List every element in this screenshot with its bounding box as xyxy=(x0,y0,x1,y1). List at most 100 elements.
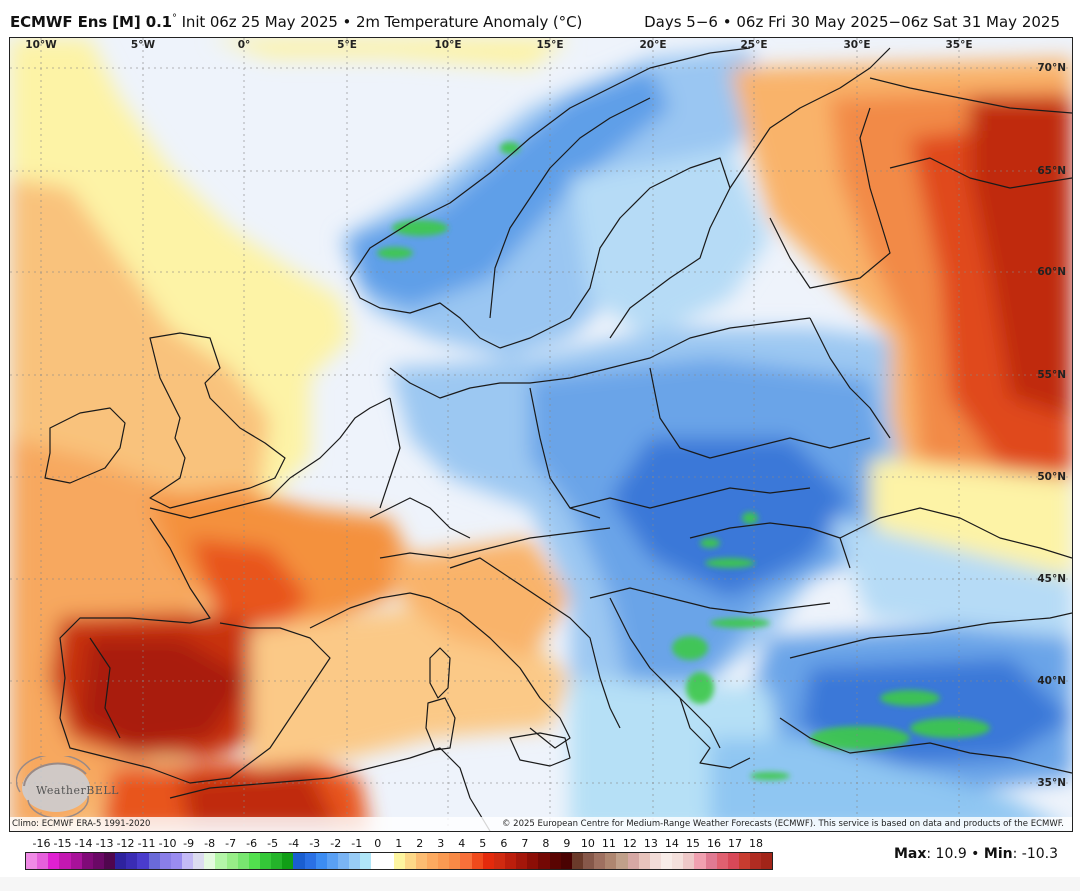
lat-label-50n: 50°N xyxy=(1037,471,1066,483)
colorbar-swatch xyxy=(170,853,182,869)
colorbar-swatch xyxy=(605,853,617,869)
colorbar xyxy=(25,852,773,870)
colorbar-swatch xyxy=(482,853,494,869)
colorbar-swatch xyxy=(382,853,394,869)
colorbar-tick-label: 10 xyxy=(580,837,595,850)
colorbar-tick-label: 2 xyxy=(416,837,424,850)
colorbar-tick-label: -7 xyxy=(225,837,237,850)
colorbar-tick-label: -6 xyxy=(246,837,258,850)
max-value: : 10.9 xyxy=(926,846,967,862)
colorbar-swatch xyxy=(349,853,361,869)
colorbar-tick-label: -10 xyxy=(158,837,177,850)
lon-label-10w: 10°W xyxy=(25,39,57,51)
ecmwf-copyright: © 2025 European Centre for Medium-Range … xyxy=(501,819,1064,829)
weatherbell-logo: WeatherBELL xyxy=(16,756,136,818)
colorbar-swatch xyxy=(293,853,305,869)
colorbar-tick-label: -2 xyxy=(330,837,342,850)
colorbar-tick-label: 6 xyxy=(500,837,508,850)
colorbar-tick-label: 17 xyxy=(727,837,742,850)
colorbar-tick-label: -13 xyxy=(95,837,114,850)
colorbar-swatch xyxy=(716,853,728,869)
colorbar-swatch xyxy=(549,853,561,869)
colorbar-swatch xyxy=(215,853,227,869)
colorbar-tick-label: 18 xyxy=(748,837,763,850)
colorbar-tick-label: 15 xyxy=(685,837,700,850)
colorbar-swatch xyxy=(739,853,751,869)
colorbar-swatch xyxy=(393,853,405,869)
colorbar-swatch xyxy=(438,853,450,869)
graticule xyxy=(10,38,1072,831)
lat-label-35n: 35°N xyxy=(1037,777,1066,789)
colorbar-swatch xyxy=(326,853,338,869)
colorbar-swatch xyxy=(70,853,82,869)
colorbar-tick-label: 8 xyxy=(542,837,550,850)
colorbar-tick-label: 12 xyxy=(622,837,637,850)
colorbar-tick-label: -1 xyxy=(351,837,363,850)
colorbar-swatch xyxy=(159,853,171,869)
colorbar-tick-label: -14 xyxy=(74,837,93,850)
colorbar-tick-label: 1 xyxy=(395,837,403,850)
colorbar-swatch xyxy=(315,853,327,869)
colorbar-tick-label: -8 xyxy=(204,837,216,850)
colorbar-swatch xyxy=(271,853,283,869)
lon-label-30e: 30°E xyxy=(843,39,871,51)
colorbar-swatch xyxy=(672,853,684,869)
colorbar-tick-label: 13 xyxy=(643,837,658,850)
lon-label-10e: 10°E xyxy=(434,39,462,51)
temperature-anomaly-map: 10°W 5°W 0° 5°E 10°E 15°E 20°E 25°E 30°E… xyxy=(9,37,1073,832)
colorbar-swatch xyxy=(248,853,260,869)
init-and-variable: Init 06z 25 May 2025 • 2m Temperature An… xyxy=(176,13,583,31)
colorbar-swatch xyxy=(226,853,238,869)
colorbar-swatch xyxy=(371,853,383,869)
chart-title: ECMWF Ens [M] 0.1° Init 06z 25 May 2025 … xyxy=(10,13,582,31)
colorbar-swatch xyxy=(148,853,160,869)
colorbar-tick-label: -9 xyxy=(183,837,195,850)
colorbar-tick-label: 11 xyxy=(601,837,616,850)
colorbar-tick-label: -5 xyxy=(267,837,279,850)
colorbar-swatch xyxy=(527,853,539,869)
colorbar-swatch xyxy=(48,853,60,869)
colorbar-swatch xyxy=(616,853,628,869)
colorbar-tick-labels: -16 -15 -14 -13 -12 -11 -10 -9 -8 -7 -6 -5 -4 -3 -2 -1 0… xyxy=(25,837,771,851)
colorbar-tick-label: 5 xyxy=(479,837,487,850)
colorbar-tick-label: 7 xyxy=(521,837,529,850)
lon-label-0: 0° xyxy=(237,39,251,51)
colorbar-tick-label: -16 xyxy=(32,837,51,850)
colorbar-swatch xyxy=(571,853,584,869)
colorbar-tick-label: -15 xyxy=(53,837,72,850)
map-canvas xyxy=(10,38,1072,831)
colorbar-swatch xyxy=(460,853,472,869)
cold-anomaly-patches xyxy=(377,142,990,780)
stats-separator: • xyxy=(966,846,984,862)
colorbar-swatch xyxy=(583,853,595,869)
colorbar-tick-label: -11 xyxy=(137,837,156,850)
watermark-text: WeatherBELL xyxy=(36,784,119,797)
coastlines-and-borders xyxy=(44,47,1072,831)
colorbar-swatch xyxy=(204,853,216,869)
colorbar-swatch xyxy=(627,853,639,869)
colorbar-swatch xyxy=(37,853,49,869)
lon-label-35e: 35°E xyxy=(945,39,973,51)
lat-label-45n: 45°N xyxy=(1037,573,1066,585)
colorbar-swatch xyxy=(137,853,149,869)
valid-period: Days 5−6 • 06z Fri 30 May 2025−06z Sat 3… xyxy=(644,13,1060,31)
colorbar-tick-label: 16 xyxy=(706,837,721,850)
colorbar-swatch xyxy=(415,853,428,869)
colorbar-tick-label: 9 xyxy=(563,837,571,850)
colorbar-tick-label: 4 xyxy=(458,837,466,850)
lat-label-70n: 70°N xyxy=(1037,62,1066,74)
colorbar-swatch xyxy=(237,853,249,869)
colorbar-tick-label: -3 xyxy=(309,837,321,850)
lon-label-15e: 15°E xyxy=(536,39,564,51)
colorbar-swatch xyxy=(427,853,439,869)
colorbar-tick-label: 3 xyxy=(437,837,445,850)
lat-label-65n: 65°N xyxy=(1037,165,1066,177)
colorbar-tick-label: 14 xyxy=(664,837,679,850)
colorbar-swatch xyxy=(126,853,138,869)
colorbar-swatch xyxy=(304,853,316,869)
colorbar-swatch xyxy=(594,853,606,869)
credit-strip: Climo: ECMWF ERA-5 1991-2020 © 2025 Euro… xyxy=(10,817,1072,831)
colorbar-swatch xyxy=(26,853,38,869)
colorbar-swatch xyxy=(761,853,773,869)
colorbar-swatch xyxy=(282,853,294,869)
